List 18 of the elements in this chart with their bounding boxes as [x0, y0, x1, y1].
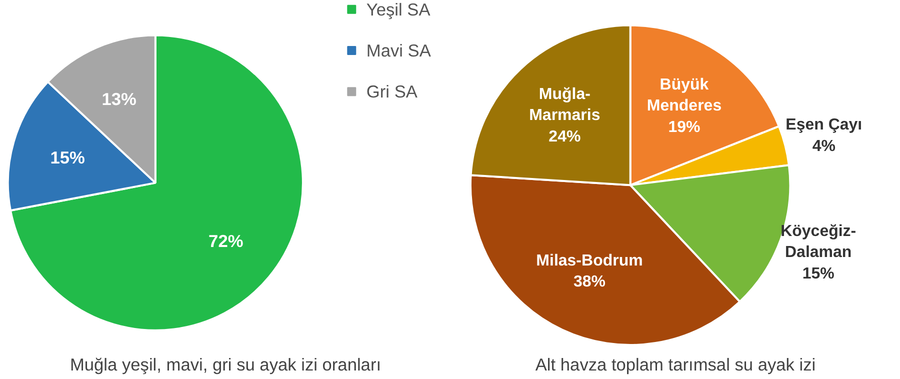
data-label: 15% [50, 147, 85, 168]
text: Muğla yeşil, mavi, gri su ayak izi oranları [70, 354, 382, 374]
slice-label: Milas-Bodrum [536, 252, 643, 270]
legend-label: Yeşil SA [366, 0, 431, 20]
data-label: 38% [573, 274, 606, 291]
data-label: 4% [812, 138, 836, 155]
slice-label: Eşen Çayı [786, 116, 862, 134]
data-label: 72% [208, 230, 244, 251]
legend-label: Mavi SA [366, 40, 432, 60]
data-label: 13% [102, 89, 136, 110]
legend-label: Gri SA [366, 82, 418, 102]
data-label: 19% [668, 118, 700, 136]
data-label: 24% [548, 128, 581, 146]
slice-label: Köyceğiz-Dalaman [780, 222, 856, 262]
text: Alt havza toplam tarımsal su ayak izi [535, 354, 816, 374]
slice-label: Muğla-Marmaris [529, 86, 600, 124]
data-label: 15% [802, 265, 834, 282]
slice-label: Büyük Menderes [646, 76, 722, 115]
